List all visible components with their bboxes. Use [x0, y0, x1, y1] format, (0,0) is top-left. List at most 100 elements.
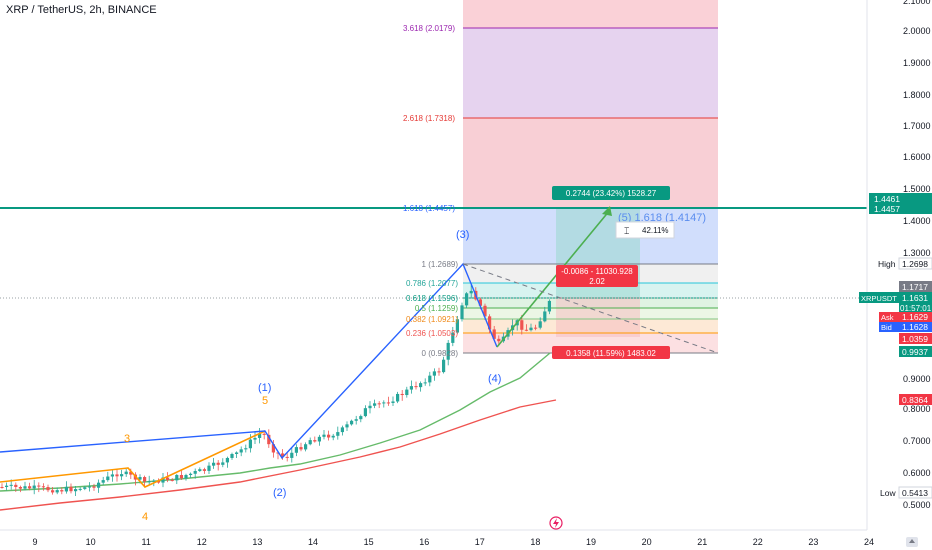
candle-body	[460, 305, 464, 320]
target-label: 0.2744 (23.42%) 1528.27	[566, 189, 657, 198]
candle-body	[23, 486, 27, 489]
fib-zone-purple	[463, 28, 718, 118]
candle-body	[189, 473, 193, 476]
candlesticks	[0, 284, 551, 496]
time-tick-label: 10	[86, 537, 96, 547]
time-tick-label: 12	[197, 537, 207, 547]
candle-body	[166, 477, 170, 480]
candle-body	[55, 490, 59, 493]
candle-body	[87, 486, 91, 488]
candle-body	[0, 487, 4, 488]
fib-ext-1618: 1.618 (1.4457)	[403, 204, 455, 213]
subwave-label-5: 5	[262, 395, 268, 407]
price-tick-label: 1.6000	[903, 152, 931, 162]
fib-ext-2618: 2.618 (1.7318)	[403, 114, 455, 123]
price-tick-label: 1.3000	[903, 248, 931, 258]
svg-text:1.4461: 1.4461	[874, 194, 900, 204]
candle-body	[451, 332, 455, 343]
trend-dashed[interactable]	[462, 263, 719, 354]
lightning-icon[interactable]	[549, 516, 563, 530]
candle-body	[446, 342, 450, 360]
wave-blue-line	[0, 262, 498, 460]
candle-body	[235, 452, 239, 454]
candle-body	[331, 435, 335, 438]
candle-body	[161, 477, 165, 483]
candle-body	[216, 462, 220, 465]
stop-label-bg	[552, 346, 670, 359]
candle-body	[106, 476, 110, 481]
candle-body	[212, 462, 216, 466]
wave-label-1: (1)	[258, 382, 271, 394]
stop-label: 0.1358 (11.59%) 1483.02	[566, 349, 656, 358]
candle-body	[543, 311, 547, 322]
wave-label-5: (5) 1.618 (1.4147)	[618, 212, 706, 224]
wave-label-4: (4)	[488, 373, 501, 385]
fib-ret-0: 0 (0.9828)	[422, 349, 459, 358]
candle-body	[83, 487, 87, 489]
candle-body	[115, 474, 119, 477]
candle-body	[304, 444, 308, 450]
candle-body	[221, 462, 225, 465]
candle-body	[258, 433, 262, 438]
candle-body	[299, 447, 303, 450]
candle-body	[405, 389, 409, 396]
candle-body	[60, 490, 64, 492]
candle-body	[386, 402, 390, 404]
candle-body	[14, 484, 18, 487]
time-tick-label: 23	[808, 537, 818, 547]
candle-body	[101, 480, 105, 483]
candle-body	[442, 359, 446, 373]
candle-body	[359, 416, 363, 420]
candle-body	[327, 434, 331, 438]
candle-body	[400, 393, 404, 396]
candle-body	[18, 486, 22, 489]
wave-label-3: (3)	[456, 229, 469, 241]
candle-body	[354, 419, 358, 421]
candle-body	[396, 393, 400, 402]
fib-ret-0382: 0.382 (1.0921)	[406, 315, 458, 324]
candle-body	[534, 327, 538, 329]
candle-body	[492, 329, 496, 339]
candle-body	[198, 469, 202, 471]
subwave-label-4: 4	[142, 511, 148, 523]
time-tick-label: 13	[252, 537, 262, 547]
candle-body	[290, 452, 294, 458]
risk-label-bg	[556, 265, 638, 287]
candle-body	[267, 434, 271, 445]
subwave-label-3: 3	[124, 433, 130, 445]
candle-body	[322, 434, 326, 437]
candle-body	[147, 481, 151, 483]
svg-text:0.8364: 0.8364	[902, 395, 928, 405]
fib-ext-3618: 3.618 (2.0179)	[403, 24, 455, 33]
time-axis[interactable]: 9 10 11 12 13 14 15 16 17 18 19 20 21 22 23 24	[0, 529, 874, 547]
time-tick-label: 20	[642, 537, 652, 547]
candle-body	[193, 470, 197, 474]
fib-ret-0236: 0.236 (1.0503)	[406, 329, 458, 338]
svg-text:01:57:01: 01:57:01	[900, 304, 932, 313]
fib-ret-0618: 0.618 (1.1596)	[406, 294, 458, 303]
chart-settings-icon[interactable]	[906, 537, 918, 547]
candle-body	[423, 382, 427, 384]
price-tick-label: 1.9000	[903, 58, 931, 68]
candle-body	[428, 375, 432, 383]
ratio-icon: ⌶	[624, 226, 629, 236]
svg-text:1.1631: 1.1631	[902, 293, 928, 303]
candle-body	[414, 386, 418, 388]
time-tick-label: 22	[753, 537, 763, 547]
price-axis[interactable]: 2.1000 2.0000 1.9000 1.8000 1.7000 1.6000 1.50…	[866, 0, 931, 530]
candle-body	[74, 489, 78, 492]
candle-body	[313, 440, 317, 442]
price-tick-label: 0.8000	[903, 404, 931, 414]
candle-body	[308, 440, 312, 445]
price-tick-label: 1.4000	[903, 216, 931, 226]
price-tick-label: 1.8000	[903, 90, 931, 100]
svg-text:0.5413: 0.5413	[902, 488, 928, 498]
risk-label-line1: -0.0086 - 11030.928	[561, 267, 633, 276]
fib-zone-top	[463, 0, 718, 28]
candle-body	[110, 474, 114, 477]
price-tick-label: 0.6000	[903, 468, 931, 478]
candle-body	[46, 487, 50, 491]
high-label: High	[878, 259, 896, 269]
candle-body	[373, 403, 377, 406]
